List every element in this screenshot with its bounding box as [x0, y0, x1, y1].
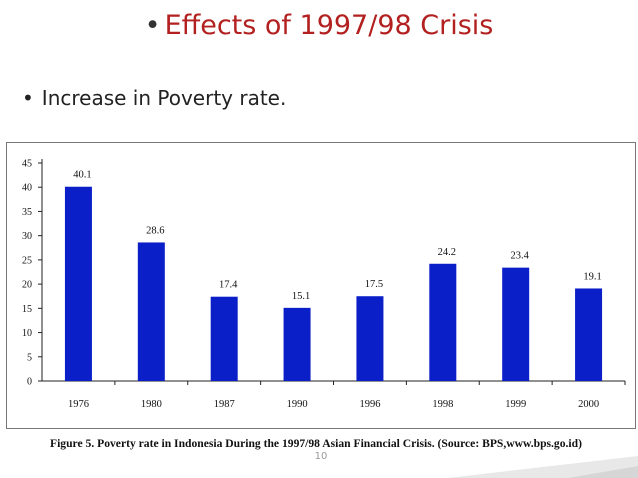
y-tick-label: 0 — [27, 377, 32, 388]
figure-caption: Figure 5. Poverty rate in Indonesia Duri… — [50, 437, 582, 450]
bullet-text: Increase in Poverty rate. — [41, 86, 287, 110]
bar — [210, 296, 238, 381]
x-tick-label: 1976 — [68, 399, 89, 410]
data-label: 19.1 — [583, 271, 601, 282]
y-tick-label: 5 — [27, 352, 32, 363]
page-number: 10 — [314, 451, 328, 462]
x-tick-label: 1980 — [141, 399, 162, 410]
bar — [283, 307, 311, 381]
bar — [137, 242, 165, 381]
y-tick-label: 35 — [22, 207, 32, 218]
slide-bullet-point: • Increase in Poverty rate. — [22, 86, 286, 110]
x-tick-label: 1999 — [505, 399, 526, 410]
slide-title: • Effects of 1997/98 Crisis — [0, 10, 638, 41]
bar — [502, 267, 530, 381]
x-tick-label: 1990 — [287, 399, 308, 410]
y-tick-label: 10 — [22, 328, 32, 339]
y-tick-label: 40 — [22, 183, 32, 194]
data-label: 23.4 — [511, 251, 530, 262]
bullet-icon: • — [144, 10, 161, 41]
data-label: 40.1 — [73, 170, 91, 181]
y-tick-label: 20 — [22, 280, 32, 291]
y-tick-label: 45 — [22, 159, 32, 170]
bar — [64, 186, 92, 381]
data-label: 17.4 — [219, 280, 238, 291]
data-label: 17.5 — [365, 279, 383, 290]
bullet-icon: • — [22, 86, 34, 110]
y-tick-label: 15 — [22, 304, 32, 315]
bar — [575, 288, 603, 381]
bar — [429, 263, 457, 381]
y-tick-label: 25 — [22, 255, 32, 266]
bar-chart: 0 5 10 15 20 25 30 35 40 45 40.1 1976 28.6 1980 17.4 19… — [22, 159, 626, 410]
x-tick-label: 1998 — [432, 399, 453, 410]
x-tick-label: 1987 — [214, 399, 235, 410]
bar — [356, 296, 384, 381]
chart-frame: 0 5 10 15 20 25 30 35 40 45 40.1 1976 28.6 1980 17.4 19… — [6, 142, 636, 429]
slide-title-text: Effects of 1997/98 Crisis — [164, 10, 494, 41]
x-tick-label: 1996 — [359, 399, 380, 410]
y-tick-label: 30 — [22, 231, 32, 242]
data-label: 24.2 — [438, 247, 456, 258]
data-label: 15.1 — [292, 291, 310, 302]
corner-decoration — [448, 456, 638, 478]
x-tick-label: 2000 — [578, 399, 599, 410]
data-label: 28.6 — [146, 225, 164, 236]
